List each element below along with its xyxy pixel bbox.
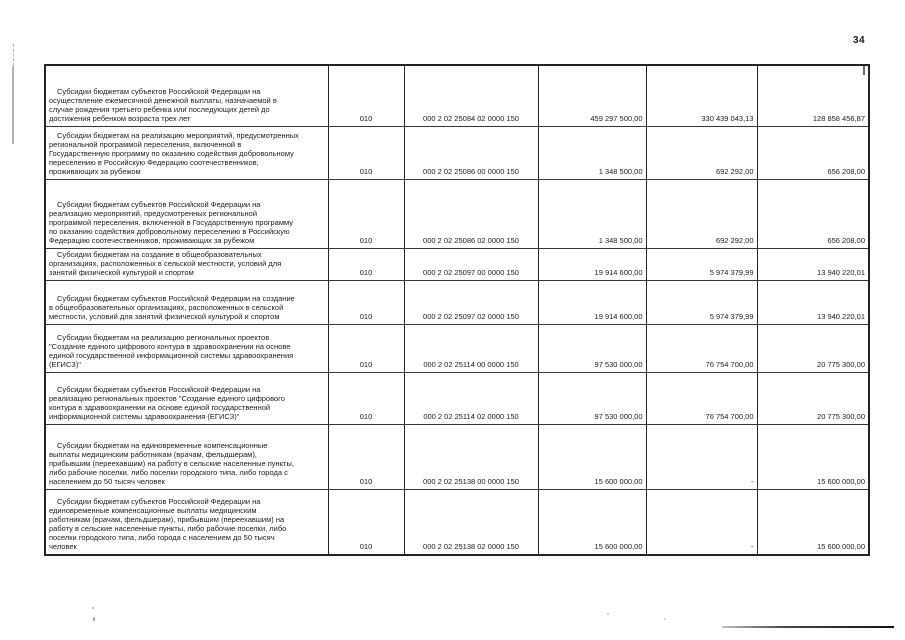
page-number: 34 — [853, 35, 866, 46]
cell-description: Субсидии бюджетам субъектов Российской Ф… — [44, 488, 329, 556]
cell-amount-approved: 1 348 500,00 — [537, 178, 647, 249]
cell-amount-executed: 5 974 379,99 — [645, 247, 758, 281]
cell-amount-approved: 1 348 500,00 — [537, 125, 647, 180]
cell-description: Субсидии бюджетам на единовременные комп… — [44, 423, 329, 490]
cell-amount-unexecuted: 20 775 300,00 — [756, 371, 870, 425]
scan-fold-mark — [13, 44, 14, 66]
scan-speck — [607, 613, 609, 615]
cell-classification-code: 000 2 02 25086 00 0000 150 — [403, 125, 539, 180]
cell-amount-approved: 15 600 000,00 — [537, 488, 647, 556]
cell-amount-unexecuted: 656 208,00 — [756, 178, 870, 249]
cell-description: Субсидии бюджетам на создание в общеобра… — [44, 247, 329, 281]
cell-classification-code: 000 2 02 25114 00 0000 150 — [403, 323, 539, 373]
table-row: Субсидии бюджетам субъектов Российской Ф… — [44, 488, 870, 556]
cell-classification-code: 000 2 02 25138 00 0000 150 — [403, 423, 539, 490]
cell-amount-approved: 97 530 000,00 — [537, 371, 647, 425]
cell-description: Субсидии бюджетам субъектов Российской Ф… — [44, 371, 329, 425]
cell-amount-approved: 97 530 000,00 — [537, 323, 647, 373]
cell-classification-code: 000 2 02 25086 02 0000 150 — [403, 178, 539, 249]
cell-chapter-code: 010 — [327, 64, 405, 127]
cell-classification-code: 000 2 02 25084 02 0000 150 — [403, 64, 539, 127]
scan-fold-mark — [12, 66, 14, 144]
cell-description: Субсидии бюджетам субъектов Российской Ф… — [44, 279, 329, 325]
table-row: Субсидии бюджетам субъектов Российской Ф… — [44, 279, 870, 325]
cell-amount-unexecuted: 13 940 220,01 — [756, 247, 870, 281]
cell-amount-executed: - — [645, 423, 758, 490]
scan-speck — [93, 617, 95, 621]
cell-classification-code: 000 2 02 25097 00 0000 150 — [403, 247, 539, 281]
cell-amount-unexecuted: 13 940 220,01 — [756, 279, 870, 325]
table-row: Субсидии бюджетам на реализацию регионал… — [44, 323, 870, 373]
cell-amount-unexecuted: 15 600 000,00 — [756, 488, 870, 556]
cell-amount-approved: 15 600 000,00 — [537, 423, 647, 490]
cell-amount-approved: 19 914 600,00 — [537, 247, 647, 281]
table-row: Субсидии бюджетам субъектов Российской Ф… — [44, 64, 870, 127]
scan-speck — [92, 607, 94, 609]
cell-classification-code: 000 2 02 25138 02 0000 150 — [403, 488, 539, 556]
cell-classification-code: 000 2 02 25114 02 0000 150 — [403, 371, 539, 425]
cell-amount-unexecuted: 20 775 300,00 — [756, 323, 870, 373]
cell-amount-unexecuted: 15 600 000,00 — [756, 423, 870, 490]
cell-amount-executed: 76 754 700,00 — [645, 323, 758, 373]
cell-classification-code: 000 2 02 25097 02 0000 150 — [403, 279, 539, 325]
cell-chapter-code: 010 — [327, 323, 405, 373]
table-row: Субсидии бюджетам на единовременные комп… — [44, 423, 870, 490]
cell-chapter-code: 010 — [327, 279, 405, 325]
cell-description: Субсидии бюджетам на реализацию регионал… — [44, 323, 329, 373]
cell-amount-approved: 459 297 500,00 — [537, 64, 647, 127]
cell-amount-executed: 76 754 700,00 — [645, 371, 758, 425]
scan-speck — [664, 618, 666, 620]
cell-description: Субсидии бюджетам на реализацию мероприя… — [44, 125, 329, 180]
cell-chapter-code: 010 — [327, 423, 405, 490]
cell-chapter-code: 010 — [327, 247, 405, 281]
table-row: Субсидии бюджетам субъектов Российской Ф… — [44, 178, 870, 249]
cell-chapter-code: 010 — [327, 371, 405, 425]
cell-amount-executed: 5 974 379,99 — [645, 279, 758, 325]
cell-amount-executed: 692 292,00 — [645, 125, 758, 180]
cell-chapter-code: 010 — [327, 488, 405, 556]
cell-description: Субсидии бюджетам субъектов Российской Ф… — [44, 64, 329, 127]
cell-amount-approved: 19 914 600,00 — [537, 279, 647, 325]
cell-chapter-code: 010 — [327, 178, 405, 249]
cell-amount-executed: 330 439 043,13 — [645, 64, 758, 127]
scan-artifact-line — [722, 626, 894, 628]
cell-amount-unexecuted: 128 858 456,87 — [756, 64, 870, 127]
table-row: Субсидии бюджетам субъектов Российской Ф… — [44, 371, 870, 425]
cell-description: Субсидии бюджетам субъектов Российской Ф… — [44, 178, 329, 249]
cell-amount-executed: 692 292,00 — [645, 178, 758, 249]
table-row: Субсидии бюджетам на реализацию мероприя… — [44, 125, 870, 180]
cell-chapter-code: 010 — [327, 125, 405, 180]
cell-amount-executed: - — [645, 488, 758, 556]
budget-execution-table: Субсидии бюджетам субъектов Российской Ф… — [44, 64, 870, 556]
table-row: Субсидии бюджетам на создание в общеобра… — [44, 247, 870, 281]
cell-amount-unexecuted: 656 208,00 — [756, 125, 870, 180]
